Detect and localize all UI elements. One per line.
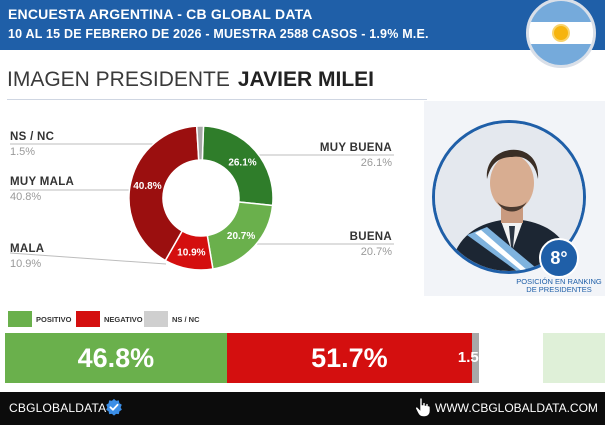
value-mala: 10.9% — [10, 258, 42, 270]
donut-label-muy-buena: 26.1% — [228, 157, 256, 168]
ranking-caption-line1: POSICIÓN EN RANKING — [516, 277, 602, 286]
legend-swatch-ns-nc — [144, 311, 168, 327]
brand-name: CBGLOBALDATA — [9, 401, 107, 415]
legend-swatch-positivo — [8, 311, 32, 327]
donut-label-mala: 10.9% — [177, 248, 205, 259]
argentina-flag-icon — [526, 0, 596, 68]
title-prefix: IMAGEN PRESIDENTE — [7, 68, 230, 91]
donut-chart: 26.1% 20.7% 10.9% 40.8% — [128, 125, 274, 271]
label-muy-buena: MUY BUENA — [319, 142, 392, 154]
bar-label-negativo: 51.7% — [311, 343, 388, 373]
bar-segment-positivo — [5, 333, 227, 383]
bar-label-positivo: 46.8% — [77, 343, 155, 373]
value-buena: 20.7% — [360, 246, 392, 258]
legend-label-positivo: POSITIVO — [36, 315, 72, 324]
donut-slice-ns-nc — [195, 125, 205, 161]
label-ns-nc: NS / NC — [10, 131, 55, 143]
page-title: IMAGEN PRESIDENTE JAVIER MILEI — [7, 68, 374, 92]
title-name: JAVIER MILEI — [237, 68, 375, 91]
value-muy-buena: 26.1% — [360, 157, 392, 169]
label-muy-mala: MUY MALA — [10, 176, 75, 188]
donut-label-muy-mala: 40.8% — [133, 181, 161, 192]
header-title: ENCUESTA ARGENTINA - CB GLOBAL DATA — [8, 6, 313, 22]
legend-label-ns-nc: NS / NC — [172, 315, 200, 324]
value-ns-nc: 1.5% — [10, 146, 36, 158]
donut-slice-muy-mala — [128, 125, 200, 262]
ranking-badge: 8° — [539, 238, 579, 278]
ranking-caption: POSICIÓN EN RANKING DE PRESIDENTES — [514, 278, 604, 294]
value-muy-mala: 40.8% — [10, 191, 42, 203]
header-banner: ENCUESTA ARGENTINA - CB GLOBAL DATA 10 A… — [0, 0, 605, 50]
bar-label-ns-nc: 1.5 — [457, 349, 479, 366]
verified-check-icon — [106, 398, 122, 416]
label-buena: BUENA — [349, 231, 392, 243]
ranking-caption-line2: DE PRESIDENTES — [526, 285, 592, 294]
background-panel — [543, 333, 605, 383]
header-subtitle: 10 AL 15 DE FEBRERO DE 2026 - MUESTRA 25… — [8, 27, 429, 41]
stacked-bar-chart: 46.8% 51.7% 1.5 — [5, 333, 479, 383]
title-divider — [7, 99, 427, 100]
footer-bar: CBGLOBALDATA WWW.CBGLOBALDATA.COM — [0, 392, 605, 425]
hand-cursor-icon — [415, 397, 431, 417]
legend-label-negativo: NEGATIVO — [104, 315, 143, 324]
legend-swatch-negativo — [76, 311, 100, 327]
bar-segment-negativo — [226, 333, 472, 383]
label-mala: MALA — [10, 243, 45, 255]
bar-segment-ns-nc — [471, 333, 479, 383]
donut-label-buena: 20.7% — [227, 231, 255, 242]
sun-of-may-icon — [554, 26, 568, 40]
website-link[interactable]: WWW.CBGLOBALDATA.COM — [435, 401, 598, 415]
